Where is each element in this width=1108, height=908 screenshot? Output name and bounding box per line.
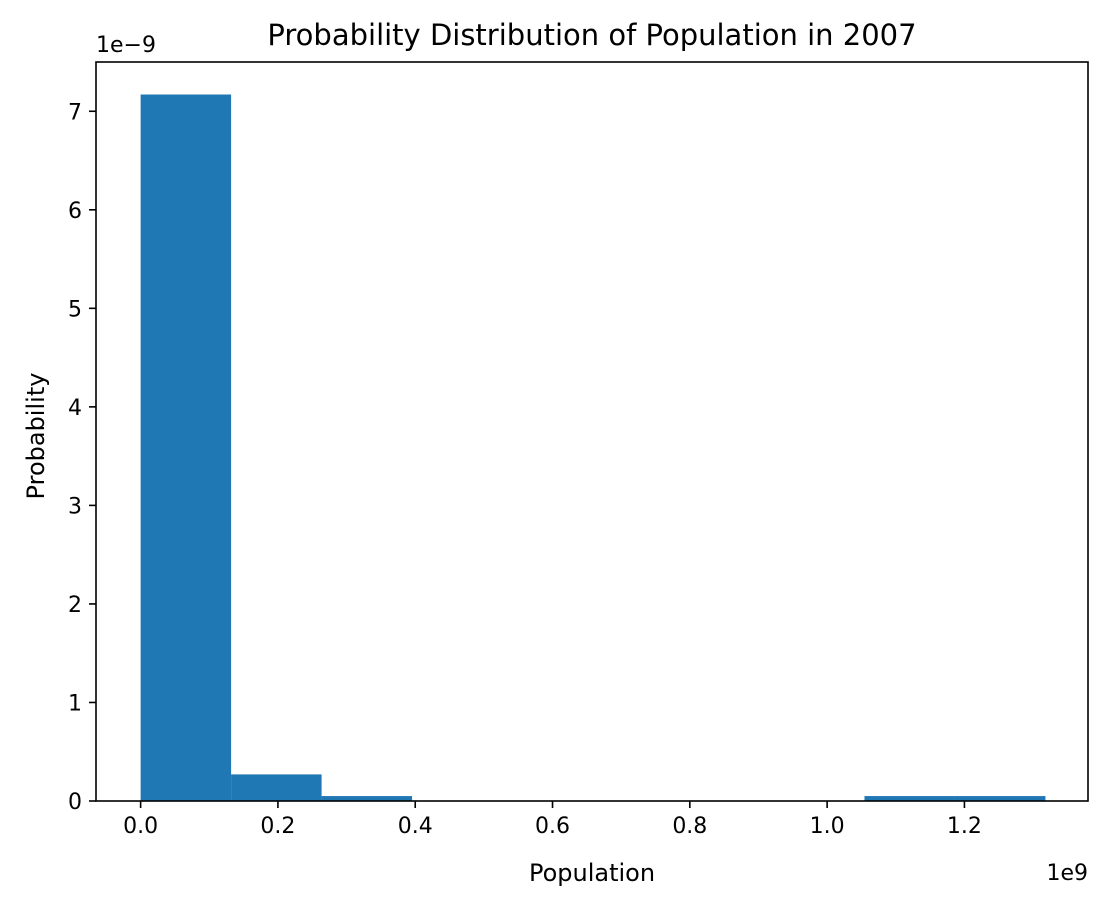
y-tick-label: 6 [68,199,82,224]
histogram-bar [864,796,955,801]
y-tick-label: 1 [68,691,82,716]
x-axis-ticks: 0.0 0.2 0.4 0.6 0.8 1.0 1.2 [123,801,982,839]
x-tick-label: 0.4 [398,814,433,839]
histogram-bar [321,796,413,801]
chart-title: Probability Distribution of Population i… [267,18,916,52]
y-tick-label: 3 [68,494,82,519]
y-tick-label: 2 [68,593,82,618]
histogram-bar [231,774,322,801]
y-tick-label: 0 [68,790,82,815]
histogram-bar [140,94,232,802]
y-tick-label: 7 [68,100,82,125]
y-tick-label: 4 [68,396,82,421]
y-tick-label: 5 [68,297,82,322]
y-axis-offset-label: 1e−9 [96,33,156,58]
x-axis-offset-label: 1e9 [1046,861,1088,886]
histogram-bar [954,796,1046,801]
x-tick-label: 1.0 [810,814,845,839]
bars-group [140,94,1046,802]
y-axis-label: Probability [22,373,50,500]
x-tick-label: 0.0 [123,814,158,839]
x-tick-label: 0.8 [672,814,707,839]
x-tick-label: 1.2 [947,814,982,839]
x-tick-label: 0.2 [260,814,295,839]
x-axis-label: Population [529,859,655,887]
axes-frame [95,61,1089,802]
x-tick-label: 0.6 [535,814,570,839]
y-axis-ticks: 0 1 2 3 4 5 6 7 [68,100,96,815]
